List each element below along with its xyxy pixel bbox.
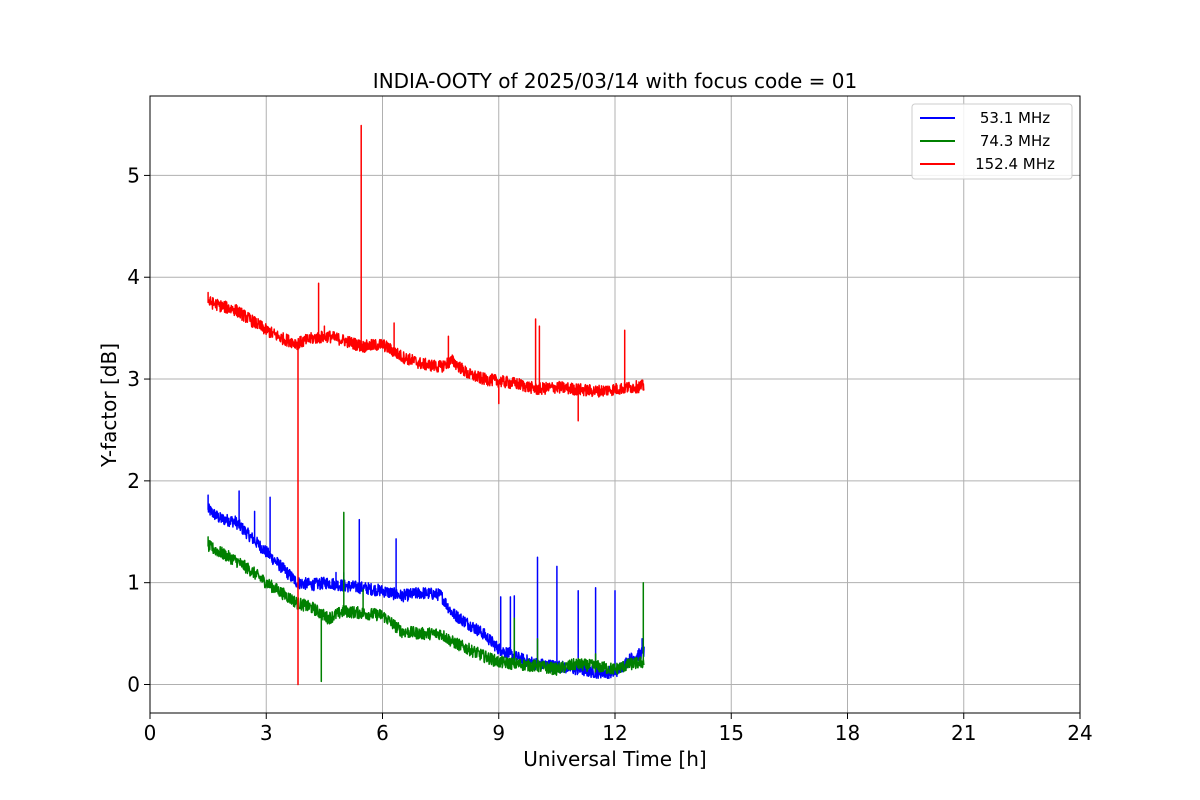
y-tick-label: 2	[127, 469, 140, 493]
y-tick-label: 1	[127, 571, 140, 595]
legend: 53.1 MHz 74.3 MHz 152.4 MHz	[911, 103, 1073, 180]
x-tick-label: 24	[1067, 721, 1092, 745]
x-tick-label: 21	[951, 721, 976, 745]
y-tick-label: 3	[127, 367, 140, 391]
y-tick-label: 5	[127, 163, 140, 187]
x-tick-label: 18	[835, 721, 860, 745]
x-tick-label: 15	[719, 721, 744, 745]
y-axis-label: Y-factor [dB]	[97, 343, 121, 468]
series-line-2	[207, 511, 645, 683]
x-axis-label: Universal Time [h]	[523, 747, 706, 771]
x-tick-label: 6	[376, 721, 389, 745]
x-tick-label: 12	[602, 721, 627, 745]
legend-label-3: 152.4 MHz	[975, 155, 1055, 173]
series-line-3	[207, 124, 645, 686]
legend-label-2: 74.3 MHz	[980, 132, 1050, 150]
x-tick-label: 9	[492, 721, 505, 745]
legend-label-1: 53.1 MHz	[980, 109, 1050, 127]
x-tick-label: 0	[144, 721, 157, 745]
chart-title: INDIA-OOTY of 2025/03/14 with focus code…	[373, 69, 857, 93]
legend-box	[911, 103, 1073, 180]
y-tick-label: 4	[127, 265, 140, 289]
series-layer	[207, 124, 645, 686]
y-tick-label: 0	[127, 672, 140, 696]
x-tick-label: 3	[260, 721, 273, 745]
